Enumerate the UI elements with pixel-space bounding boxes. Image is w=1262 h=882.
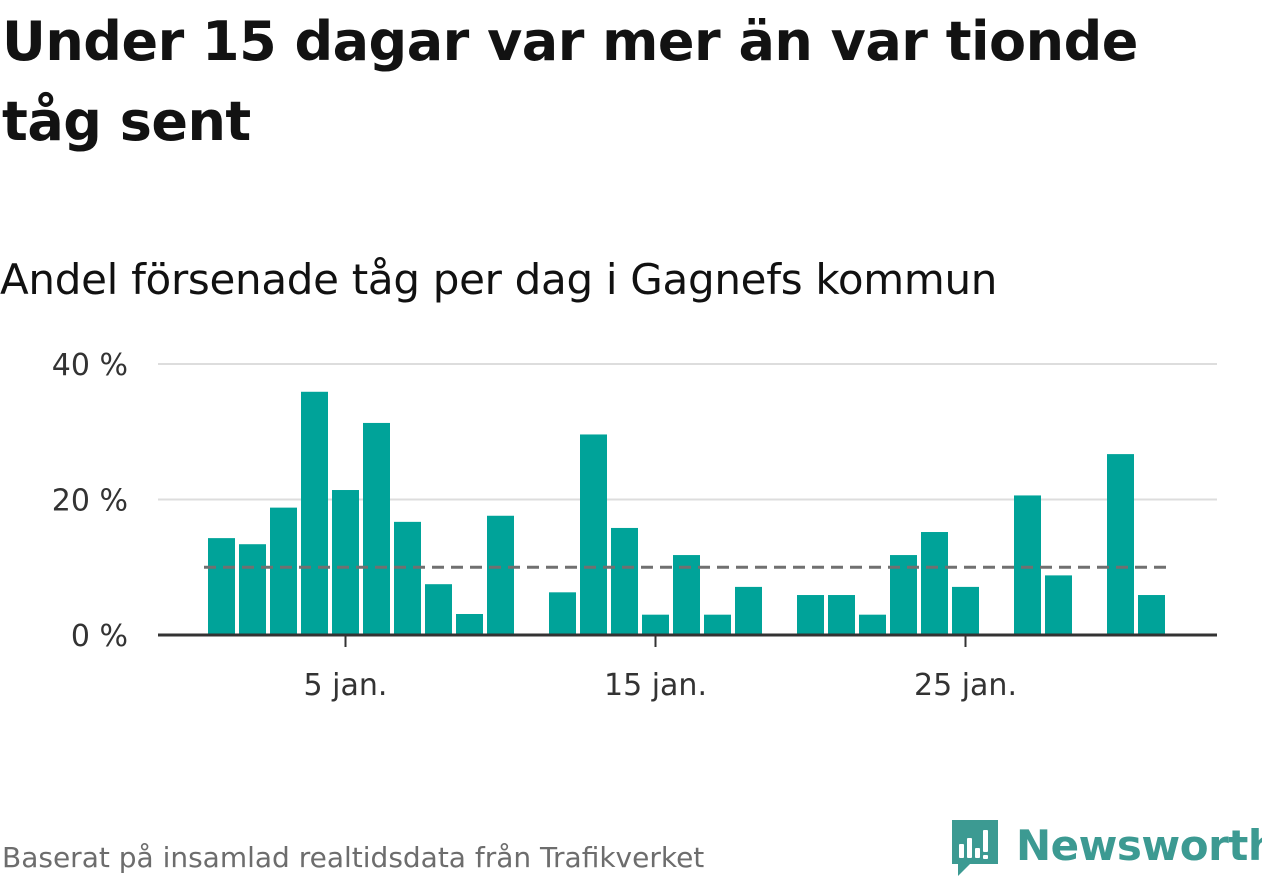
bar	[549, 592, 576, 635]
bar	[952, 586, 979, 635]
bar	[859, 614, 886, 635]
bar	[1045, 575, 1072, 635]
bar	[828, 595, 855, 635]
bar	[332, 490, 359, 635]
bar	[425, 584, 452, 635]
source-note: Baserat på insamlad realtidsdata från Tr…	[2, 841, 705, 874]
bar	[735, 586, 762, 635]
bar	[921, 532, 948, 635]
bar	[1138, 595, 1165, 635]
x-tick-label: 15 jan.	[604, 668, 707, 703]
bar	[1107, 454, 1134, 635]
chart-title: Under 15 dagar var mer än var tionde tåg…	[2, 10, 1138, 153]
y-tick-label: 0 %	[71, 619, 128, 654]
y-tick-label: 40 %	[52, 348, 128, 383]
x-tick-label: 25 jan.	[914, 668, 1017, 703]
bar	[394, 521, 421, 635]
bar	[301, 391, 328, 635]
bar	[270, 507, 297, 635]
y-tick-label: 20 %	[52, 484, 128, 519]
bar	[239, 544, 266, 635]
logo-wordmark: Newsworthy	[1016, 821, 1262, 870]
x-tick-label: 5 jan.	[304, 668, 388, 703]
bar	[363, 422, 390, 635]
newsworthy-logo: Newsworthy	[950, 818, 1262, 878]
bar	[580, 434, 607, 635]
bar	[456, 613, 483, 635]
bar	[487, 515, 514, 635]
chart-subtitle: Andel försenade tåg per dag i Gagnefs ko…	[0, 255, 998, 304]
bar	[208, 538, 235, 635]
axes: 0 % 20 % 40 % 5 jan. 15 jan. 25 jan.	[52, 348, 1217, 703]
bar	[611, 527, 638, 635]
bar	[797, 595, 824, 635]
bar	[642, 614, 669, 635]
bar	[704, 614, 731, 635]
bar	[1014, 495, 1041, 635]
bars	[208, 391, 1165, 635]
newsworthy-logo-icon	[950, 818, 1000, 878]
